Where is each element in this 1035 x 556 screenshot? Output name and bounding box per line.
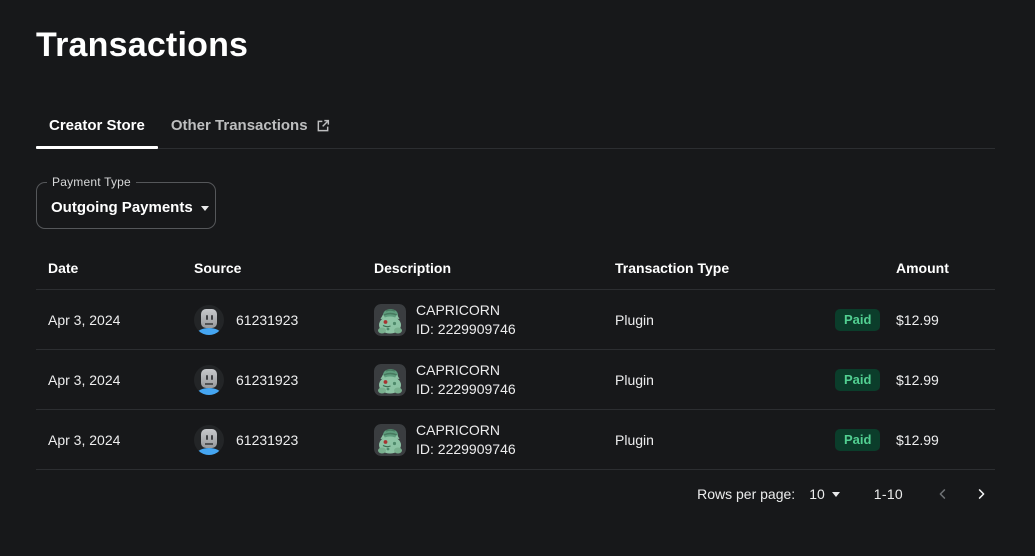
cell-source: 61231923 <box>194 364 374 395</box>
cell-description: CAPRICORN ID: 2229909746 <box>374 362 615 398</box>
cell-status: Paid <box>835 308 896 331</box>
cell-amount: $12.99 <box>896 371 939 388</box>
item-name-link[interactable]: CAPRICORN <box>416 361 501 378</box>
cell-transaction-type: Plugin <box>615 371 654 388</box>
external-link-icon <box>315 118 331 134</box>
status-badge-paid: Paid <box>835 308 881 331</box>
payment-type-select[interactable]: Payment Type Outgoing Payments <box>36 175 216 229</box>
table-bottom-divider <box>36 469 995 470</box>
cell-description: CAPRICORN ID: 2229909746 <box>374 422 615 458</box>
table-row: Apr 3, 2024 61231923 <box>36 289 995 349</box>
column-header-transaction-type: Transaction Type <box>615 260 730 276</box>
page-title: Transactions <box>36 26 249 64</box>
caret-down-icon <box>831 492 840 497</box>
cell-transaction-type: Plugin <box>615 311 654 328</box>
source-id-link[interactable]: 61231923 <box>236 371 299 388</box>
pagination-bar: Rows per page: 10 1-10 <box>36 470 995 517</box>
column-header-source: Source <box>194 260 242 276</box>
source-id-link[interactable]: 61231923 <box>236 311 299 328</box>
tab-bar: Creator Store Other Transactions <box>36 109 995 149</box>
cell-amount: $12.99 <box>896 311 939 328</box>
cell-date: Apr 3, 2024 <box>48 431 121 448</box>
item-id: ID: 2229909746 <box>416 320 516 337</box>
column-header-description: Description <box>374 260 452 276</box>
cell-transaction-type: Plugin <box>615 431 654 448</box>
rows-per-page-select[interactable]: 10 <box>807 482 842 506</box>
payment-type-value: Outgoing Payments <box>51 199 193 216</box>
cell-source: 61231923 <box>194 304 374 335</box>
item-id: ID: 2229909746 <box>416 380 516 397</box>
tab-other-transactions[interactable]: Other Transactions <box>158 109 344 148</box>
source-id-link[interactable]: 61231923 <box>236 431 299 448</box>
transactions-table: Date Source Description Transaction Type… <box>36 247 995 470</box>
cell-amount: $12.99 <box>896 431 939 448</box>
status-badge-paid: Paid <box>835 368 881 391</box>
cell-date: Apr 3, 2024 <box>48 371 121 388</box>
tab-creator-store-label: Creator Store <box>49 117 145 134</box>
chevron-right-icon <box>974 487 988 501</box>
item-id: ID: 2229909746 <box>416 440 516 457</box>
rows-per-page-label: Rows per page: <box>697 485 796 502</box>
tab-creator-store[interactable]: Creator Store <box>36 109 158 149</box>
roblox-avatar-icon <box>194 304 224 335</box>
table-row: Apr 3, 2024 61231923 <box>36 409 995 469</box>
cell-source: 61231923 <box>194 424 374 455</box>
item-name-link[interactable]: CAPRICORN <box>416 421 501 438</box>
column-header-amount: Amount <box>896 260 949 276</box>
column-header-date: Date <box>48 260 79 276</box>
cell-description: CAPRICORN ID: 2229909746 <box>374 302 615 338</box>
page-range: 1-10 <box>873 485 903 502</box>
roblox-avatar-icon <box>194 424 224 455</box>
item-thumbnail-icon <box>374 303 406 336</box>
status-badge-paid: Paid <box>835 428 881 451</box>
payment-type-label: Payment Type <box>47 175 136 189</box>
table-row: Apr 3, 2024 61231923 <box>36 349 995 409</box>
next-page-button[interactable] <box>967 480 995 508</box>
table-header-row: Date Source Description Transaction Type… <box>36 247 995 289</box>
cell-status: Paid <box>835 368 896 391</box>
rows-per-page-value: 10 <box>809 485 825 502</box>
cell-date: Apr 3, 2024 <box>48 311 121 328</box>
chevron-left-icon <box>936 487 950 501</box>
tab-other-transactions-label: Other Transactions <box>170 117 308 134</box>
roblox-avatar-icon <box>194 364 224 395</box>
previous-page-button[interactable] <box>929 480 957 508</box>
item-thumbnail-icon <box>374 363 406 396</box>
item-name-link[interactable]: CAPRICORN <box>416 301 501 318</box>
item-thumbnail-icon <box>374 423 406 456</box>
cell-status: Paid <box>835 428 896 451</box>
caret-down-icon <box>200 206 209 211</box>
